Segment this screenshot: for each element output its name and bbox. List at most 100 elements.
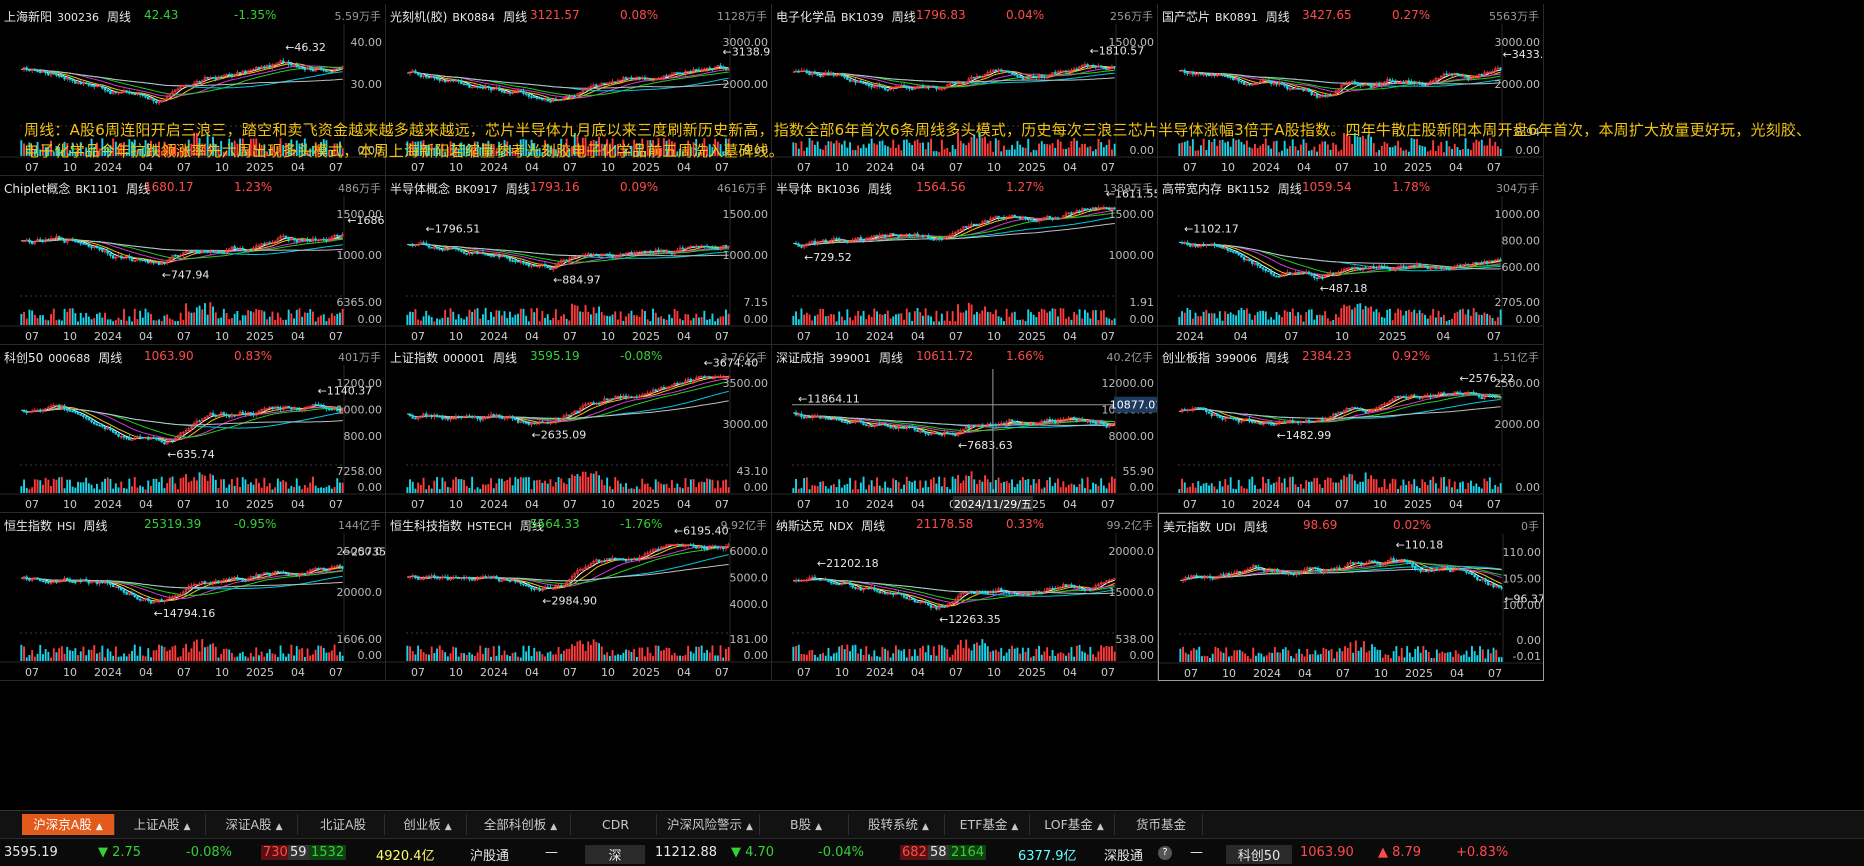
x-tick-label: 10 (601, 666, 615, 679)
panel-change: -1.35% (234, 8, 276, 22)
x-tick-label: 2025 (1379, 330, 1407, 343)
x-tick-label: 04 (911, 498, 925, 511)
kline-chart[interactable]: ←3674.40←2635.093500.003000.0043.100.000… (386, 345, 772, 513)
market-tab-2[interactable]: 深证A股▲ (211, 814, 298, 835)
chart-panel-hsi[interactable]: ←25735.89←14794.1625000.020000.01606.000… (0, 513, 386, 681)
sgt-label[interactable]: 深股通 (1104, 845, 1143, 864)
volume-max-label: 7258.00 (337, 465, 383, 478)
market-tab-8[interactable]: B股▲ (764, 814, 849, 835)
chart-panel-bk1101[interactable]: ←1686.42←747.941500.001000.006365.000.00… (0, 176, 386, 345)
panel-volume: 5563万手 (1489, 8, 1539, 24)
kline-chart[interactable]: ←11864.11←7683.6312000.0010000.008000.00… (772, 345, 1158, 513)
y-tick-label: 800.00 (344, 430, 383, 443)
x-tick-label: 04 (525, 161, 539, 174)
x-tick-label: 10 (215, 161, 229, 174)
trough-label: ←747.94 (162, 269, 210, 282)
caret-up-icon: ▲ (1011, 822, 1018, 832)
x-tick-label: 07 (1487, 330, 1501, 343)
x-tick-label: 07 (1183, 161, 1197, 174)
panel-period: 周线 (1244, 520, 1268, 534)
panel-code: HSI (57, 520, 76, 533)
x-tick-label: 2025 (1404, 161, 1432, 174)
hgt-label[interactable]: 沪股通 (470, 845, 509, 864)
panel-code: 399006 (1215, 352, 1257, 365)
panel-period: 周线 (84, 519, 108, 533)
x-tick-label: 10 (449, 666, 463, 679)
x-tick-label: 07 (949, 161, 963, 174)
kline-chart[interactable]: ←1140.37←635.741200.001000.00800.007258.… (0, 345, 386, 513)
kline-chart[interactable]: ←1686.42←747.941500.001000.006365.000.00… (0, 176, 386, 345)
panel-volume: 144亿手 (338, 517, 381, 533)
market-tab-0[interactable]: 沪深京A股▲ (22, 814, 115, 835)
sz-index-pct: -0.04% (818, 845, 864, 860)
volume-max-label: 0.00 (1517, 634, 1542, 647)
kline-chart[interactable]: ←6195.40←2984.906000.05000.04000.0181.00… (386, 513, 772, 681)
market-tab-3[interactable]: 北证A股 (302, 814, 385, 835)
x-tick-label: 10 (449, 161, 463, 174)
volume-max-label: 43.10 (737, 465, 769, 478)
x-tick-label: 10 (63, 498, 77, 511)
kline-chart[interactable]: ←1102.17←487.181000.00800.00600.002705.0… (1158, 176, 1544, 345)
x-tick-label: 07 (715, 498, 729, 511)
x-tick-label: 10 (215, 498, 229, 511)
y-tick-label: 1500.00 (337, 208, 383, 221)
x-tick-label: 07 (1101, 666, 1115, 679)
panel-volume: 1128万手 (717, 8, 767, 24)
x-tick-label: 2024 (480, 498, 508, 511)
market-tab-1[interactable]: 上证A股▲ (119, 814, 206, 835)
x-tick-label: 04 (911, 161, 925, 174)
panel-volume: 401万手 (338, 349, 381, 365)
x-tick-label: 07 (563, 666, 577, 679)
caret-up-icon: ▲ (550, 822, 557, 832)
sz-index-value: 11212.88 (655, 845, 717, 860)
kline-chart[interactable]: ←21202.18←12263.3520000.015000.0538.000.… (772, 513, 1158, 681)
x-tick-label: 2025 (1018, 666, 1046, 679)
market-tab-6[interactable]: CDR (575, 814, 657, 835)
market-tab-11[interactable]: LOF基金▲ (1034, 814, 1115, 835)
market-tab-12[interactable]: 货币基金 (1120, 814, 1203, 835)
panel-volume: 1.51亿手 (1493, 349, 1540, 365)
panel-code: BK1039 (841, 11, 884, 24)
ma-line (793, 413, 1114, 434)
x-tick-label: 2024 (480, 330, 508, 343)
kline-chart[interactable]: ←110.18←96.37110.00105.00100.000.00-0.01… (1159, 514, 1544, 681)
market-tab-10[interactable]: ETF基金▲ (949, 814, 1030, 835)
panel-period: 周线 (1278, 182, 1302, 196)
market-tab-9[interactable]: 股转系统▲ (853, 814, 945, 835)
chart-panel-399001[interactable]: ←11864.11←7683.6312000.0010000.008000.00… (772, 345, 1158, 513)
x-tick-label: 2024 (1252, 498, 1280, 511)
x-tick-label: 04 (291, 161, 305, 174)
caret-up-icon: ▲ (184, 822, 191, 832)
market-tab-4[interactable]: 创业板▲ (389, 814, 467, 835)
help-icon[interactable]: ? (1158, 846, 1172, 860)
panel-change: 1.78% (1392, 180, 1430, 194)
panel-name: 恒生指数 (4, 519, 52, 533)
tab-label: LOF基金 (1044, 817, 1093, 832)
peak-label: ←46.32 (285, 41, 326, 54)
x-tick-label: 2024 (94, 666, 122, 679)
market-tab-7[interactable]: 沪深风险警示▲ (661, 814, 760, 835)
x-tick-label: 10 (1221, 498, 1235, 511)
panel-name: 国产芯片 (1162, 10, 1210, 24)
x-tick-label: 04 (1450, 667, 1464, 680)
kline-chart[interactable]: ←25735.89←14794.1625000.020000.01606.000… (0, 513, 386, 681)
panel-price: 3595.19 (530, 349, 580, 363)
x-tick-label: 07 (949, 330, 963, 343)
market-tab-5[interactable]: 全部科创板▲ (471, 814, 571, 835)
